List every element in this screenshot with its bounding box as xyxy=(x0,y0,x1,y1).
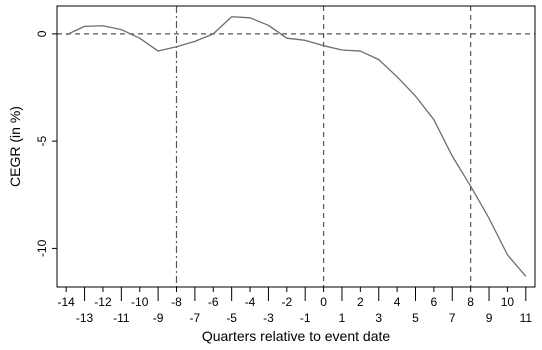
x-tick-label: -14 xyxy=(58,295,76,309)
x-tick-label: 7 xyxy=(449,311,456,325)
x-tick-label: -1 xyxy=(300,311,311,325)
x-tick-label: 11 xyxy=(520,311,533,325)
x-tick-label: 0 xyxy=(320,295,327,309)
x-tick-label: -13 xyxy=(76,311,94,325)
x-tick-label: -7 xyxy=(190,311,201,325)
x-tick-label: -3 xyxy=(263,311,274,325)
x-tick-label: 9 xyxy=(486,311,493,325)
y-tick-label: -10 xyxy=(35,239,49,257)
x-tick-label: -10 xyxy=(131,295,149,309)
x-tick-label: 6 xyxy=(431,295,438,309)
cegr-series-line xyxy=(65,16,527,277)
x-tick-label: 10 xyxy=(501,295,515,309)
x-tick-label: 4 xyxy=(394,295,401,309)
x-tick-label: 5 xyxy=(412,311,419,325)
x-tick-label: -6 xyxy=(208,295,219,309)
axes: -14-13-12-11-10-9-8-7-6-5-4-3-2-10123456… xyxy=(35,5,536,325)
plot-frame xyxy=(56,5,536,288)
x-tick-label: 2 xyxy=(357,295,364,309)
x-tick-label: -2 xyxy=(281,295,292,309)
x-axis-label: Quarters relative to event date xyxy=(202,328,391,344)
series-layer xyxy=(65,16,527,277)
x-tick-label: -12 xyxy=(94,295,112,309)
x-tick-label: -8 xyxy=(171,295,182,309)
y-tick-label: 0 xyxy=(35,30,49,37)
x-tick-label: 3 xyxy=(375,311,382,325)
x-tick-label: 1 xyxy=(339,311,346,325)
y-tick-label: -5 xyxy=(35,135,49,146)
x-tick-label: -11 xyxy=(113,311,130,325)
x-tick-label: 8 xyxy=(467,295,474,309)
reference-lines xyxy=(57,6,535,287)
y-axis-label: CEGR (in %) xyxy=(7,106,23,187)
x-tick-label: -5 xyxy=(226,311,237,325)
x-tick-label: -9 xyxy=(153,311,164,325)
x-tick-label: -4 xyxy=(245,295,256,309)
